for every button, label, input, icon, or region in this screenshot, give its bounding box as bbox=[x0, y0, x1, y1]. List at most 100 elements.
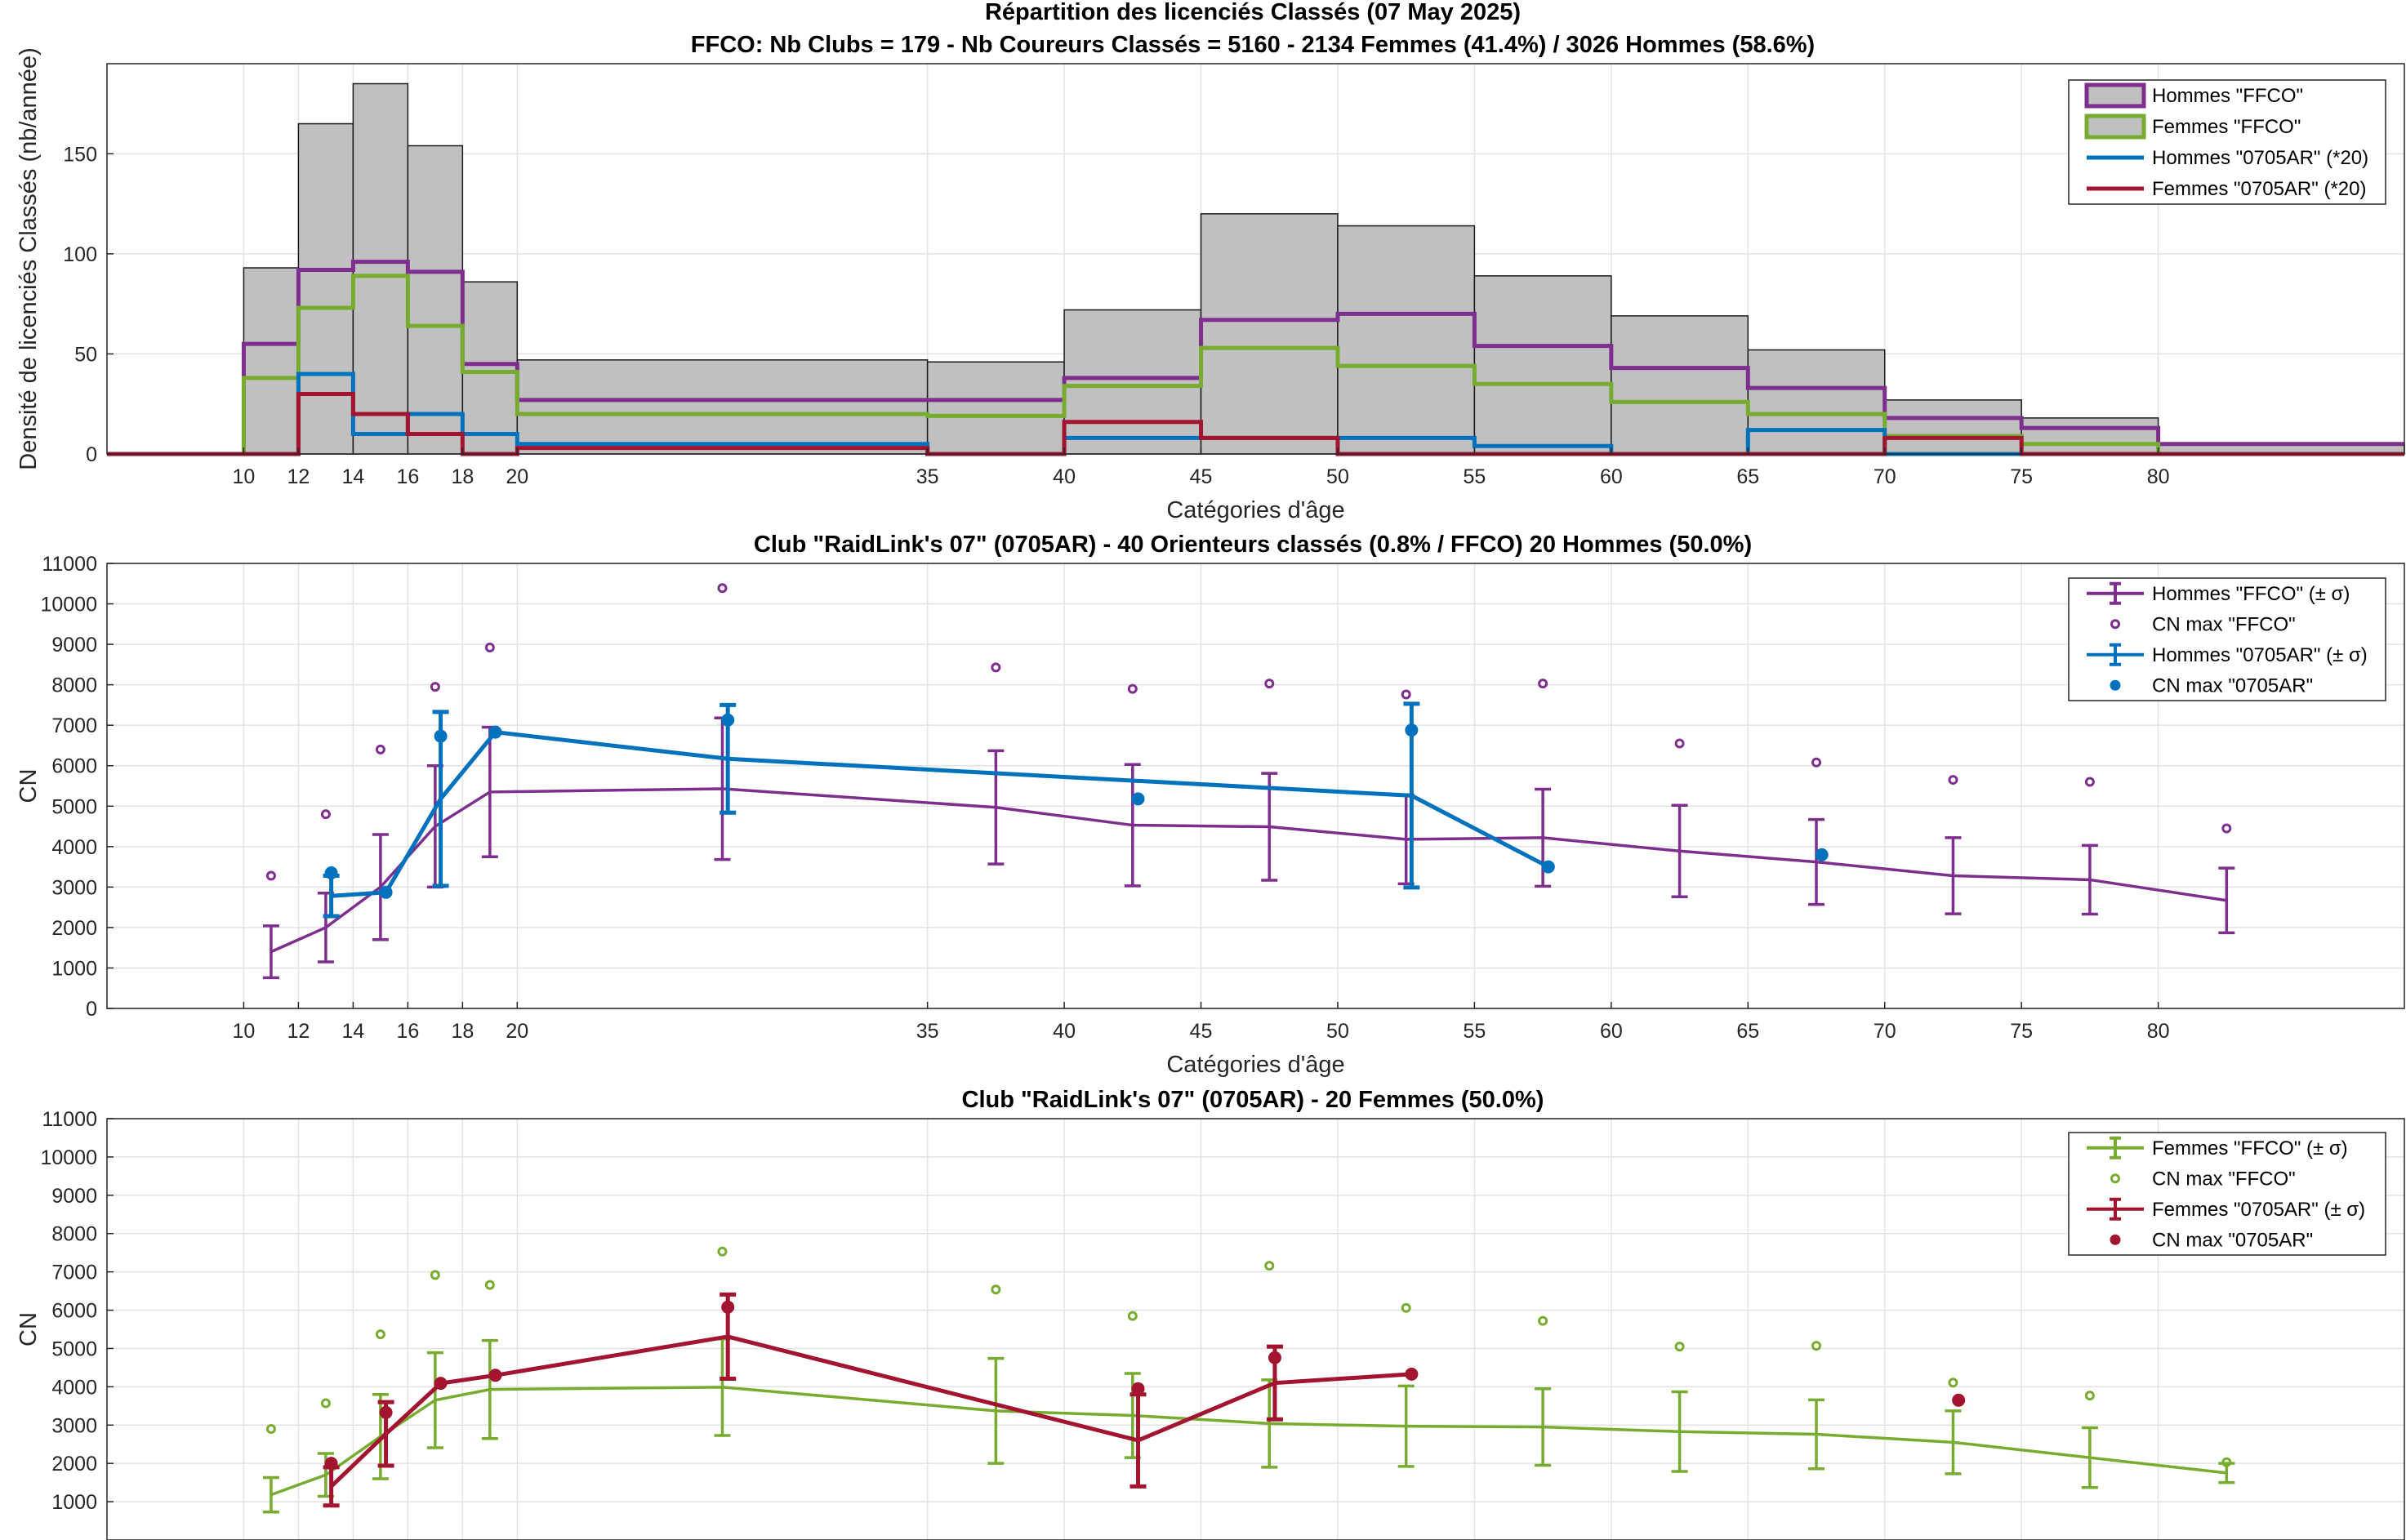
cn-max-point bbox=[717, 583, 728, 594]
x-tick-label: 40 bbox=[1053, 465, 1076, 488]
cn-max-point bbox=[375, 1329, 385, 1340]
y-tick-label: 5000 bbox=[51, 1337, 97, 1360]
y-tick-label: 4000 bbox=[51, 836, 97, 859]
histogram-bar bbox=[1473, 275, 1612, 455]
x-tick-label: 75 bbox=[2010, 465, 2033, 488]
legend-entry: Femmes "FFCO" (± σ) bbox=[2152, 1137, 2348, 1159]
x-tick-label: 35 bbox=[916, 465, 939, 488]
legend-entry: Femmes "0705AR" (*20) bbox=[2152, 178, 2366, 200]
y-tick-label: 8000 bbox=[51, 1223, 97, 1246]
step-series-line bbox=[107, 274, 2404, 456]
cn-max-point bbox=[721, 713, 735, 727]
cn-max-point bbox=[375, 744, 385, 754]
cn-max-point bbox=[1541, 860, 1555, 874]
y-tick-label: 5000 bbox=[51, 795, 97, 818]
x-tick-label: 50 bbox=[1326, 1020, 1349, 1043]
axes-box bbox=[106, 63, 2405, 455]
x-tick-label: 10 bbox=[233, 1020, 256, 1043]
cn-max-point bbox=[430, 682, 440, 692]
y-tick-label: 6000 bbox=[51, 755, 97, 778]
y-tick-label: 9000 bbox=[51, 1185, 97, 1208]
x-tick-label: 16 bbox=[396, 465, 419, 488]
cn-max-point bbox=[265, 1423, 276, 1434]
y-axis-label: CN bbox=[16, 1312, 42, 1346]
histogram-panel: 0 50 100 150 10 12 14 16 18 20 35 40 45 50 55 60 65 70 75 8… bbox=[16, 47, 2405, 523]
x-tick-label: 20 bbox=[506, 1020, 528, 1043]
histogram-bar bbox=[297, 122, 354, 455]
cn-max-point bbox=[488, 725, 502, 739]
legend-entry: Hommes "FFCO" bbox=[2152, 85, 2303, 107]
legend-swatch bbox=[2110, 1173, 2120, 1184]
histogram-bar bbox=[926, 361, 1065, 455]
figure-subtitle: FFCO: Nb Clubs = 179 - Nb Coureurs Class… bbox=[691, 32, 1815, 58]
figure-title: Répartition des licenciés Classés (07 Ma… bbox=[985, 0, 1521, 25]
cn-max-point bbox=[265, 870, 276, 881]
legend-entry: Hommes "0705AR" (± σ) bbox=[2152, 644, 2368, 666]
cn-max-point bbox=[991, 662, 1001, 673]
cn-max-point bbox=[1401, 689, 1411, 700]
axes-box bbox=[106, 563, 2405, 1009]
y-tick-label: 50 bbox=[74, 343, 97, 366]
cn-max-point bbox=[717, 1246, 728, 1257]
legend-entry: Hommes "FFCO" (± σ) bbox=[2152, 583, 2350, 605]
cn-max-point bbox=[1264, 679, 1275, 689]
y-tick-label: 0 bbox=[86, 998, 97, 1021]
x-tick-label: 70 bbox=[1874, 1020, 1896, 1043]
legend-swatch bbox=[2084, 113, 2146, 140]
x-tick-label: 60 bbox=[1600, 1020, 1623, 1043]
x-tick-label: 55 bbox=[1463, 1020, 1486, 1043]
y-tick-label: 2000 bbox=[51, 1453, 97, 1475]
y-tick-label: 7000 bbox=[51, 1262, 97, 1284]
cn-max-point bbox=[324, 1457, 338, 1471]
histogram-bar bbox=[516, 359, 929, 455]
cn-max-point bbox=[1405, 1367, 1419, 1381]
x-tick-label: 65 bbox=[1736, 1020, 1759, 1043]
histogram-bar bbox=[1883, 399, 2022, 455]
y-tick-label: 9000 bbox=[51, 634, 97, 657]
legend-entry: CN max "0705AR" bbox=[2152, 674, 2313, 697]
x-tick-label: 10 bbox=[233, 465, 256, 488]
cn-max-point bbox=[484, 1280, 495, 1290]
cn-max-point bbox=[1811, 757, 1822, 768]
cn-max-point bbox=[1131, 1382, 1145, 1395]
x-tick-label: 45 bbox=[1190, 1020, 1213, 1043]
legend-swatch bbox=[2084, 82, 2146, 109]
y-tick-label: 11000 bbox=[42, 1108, 97, 1131]
cn-max-point bbox=[2084, 1391, 2095, 1401]
x-tick-label: 12 bbox=[287, 465, 310, 488]
cn-max-point bbox=[1401, 1302, 1411, 1313]
x-tick-label: 50 bbox=[1326, 465, 1349, 488]
legend-box bbox=[2068, 1132, 2386, 1256]
y-tick-label: 6000 bbox=[51, 1300, 97, 1323]
cn-max-point bbox=[434, 1377, 448, 1391]
x-tick-label: 80 bbox=[2147, 465, 2170, 488]
x-axis-label: Catégories d'âge bbox=[1166, 1052, 1344, 1078]
legend-swatch bbox=[2110, 679, 2121, 691]
histogram-bar bbox=[2021, 417, 2159, 455]
x-tick-label: 14 bbox=[341, 1020, 364, 1043]
y-tick-label: 3000 bbox=[51, 876, 97, 899]
cn-max-point bbox=[1674, 1342, 1685, 1352]
histogram-bar bbox=[407, 145, 464, 455]
panel-title: Club "RaidLink's 07" (0705AR) - 40 Orien… bbox=[754, 532, 1752, 558]
cn-max-point bbox=[1538, 1315, 1548, 1326]
cn-max-point bbox=[1127, 1311, 1138, 1321]
y-tick-label: 100 bbox=[63, 243, 97, 266]
x-tick-label: 18 bbox=[451, 465, 474, 488]
legend-entry: Femmes "FFCO" bbox=[2152, 116, 2301, 138]
cn-max-point bbox=[1948, 1378, 1958, 1388]
y-tick-label: 1000 bbox=[51, 957, 97, 980]
y-tick-label: 11000 bbox=[42, 553, 97, 576]
x-tick-label: 20 bbox=[506, 465, 528, 488]
cn-max-point bbox=[324, 866, 338, 880]
y-tick-label: 10000 bbox=[40, 594, 97, 616]
x-tick-label: 40 bbox=[1053, 1020, 1076, 1043]
legend-swatch bbox=[2110, 1234, 2121, 1245]
x-tick-label: 16 bbox=[396, 1020, 419, 1043]
cn-max-point bbox=[1131, 792, 1145, 806]
cn-max-point bbox=[1268, 1351, 1281, 1364]
x-tick-label: 75 bbox=[2010, 1020, 2033, 1043]
histogram-bar bbox=[1337, 225, 1476, 455]
femmes-cn-panel: 1000 2000 3000 4000 5000 6000 7000 8000 9000 1000… bbox=[16, 1087, 2405, 1540]
